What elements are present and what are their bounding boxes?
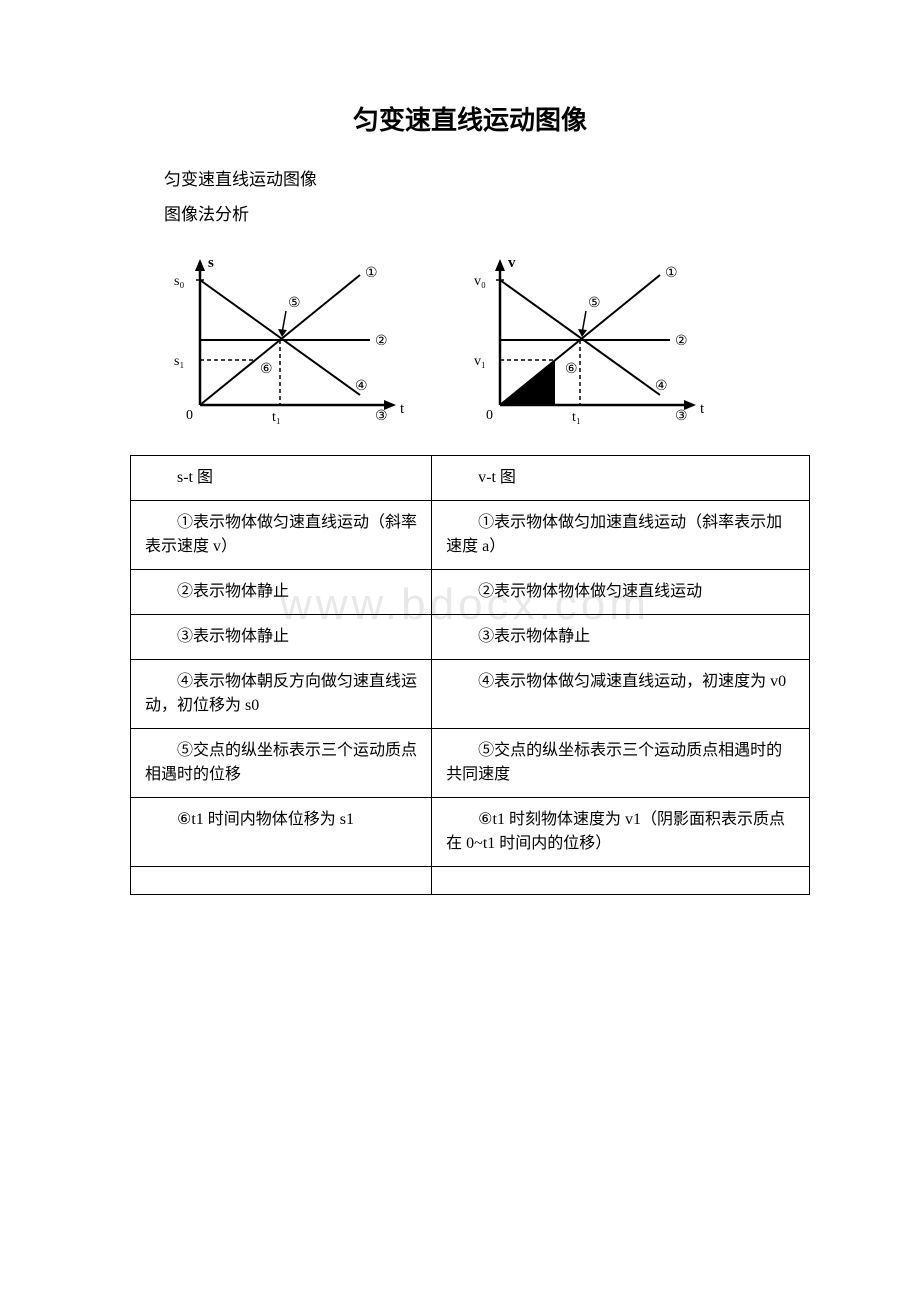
label-3: ③ xyxy=(675,409,688,424)
table-row: ⑥t1 时间内物体位移为 s1 ⑥t1 时刻物体速度为 v1（阴影面积表示质点在… xyxy=(131,798,810,867)
label-4: ④ xyxy=(655,379,668,394)
page-title: 匀变速直线运动图像 xyxy=(130,100,810,137)
y-top-label: v₀ xyxy=(474,274,486,289)
x-tick-label: t₁ xyxy=(572,410,581,425)
cell-l6: ⑥t1 时间内物体位移为 s1 xyxy=(131,798,432,867)
cell-r4: ④表示物体做匀减速直线运动，初速度为 v0 xyxy=(432,660,810,729)
label-1: ① xyxy=(365,266,378,281)
x-axis-label: t xyxy=(400,401,405,417)
label-5: ⑤ xyxy=(288,296,301,311)
table-header-row: s-t 图 v-t 图 xyxy=(131,456,810,501)
cell-l2: ②表示物体静止 xyxy=(131,570,432,615)
table-row: ⑤交点的纵坐标表示三个运动质点相遇时的位移 ⑤交点的纵坐标表示三个运动质点相遇时… xyxy=(131,729,810,798)
y-axis-label: v xyxy=(508,255,516,271)
cell-r5: ⑤交点的纵坐标表示三个运动质点相遇时的共同速度 xyxy=(432,729,810,798)
header-left: s-t 图 xyxy=(131,456,432,501)
label-3: ③ xyxy=(375,409,388,424)
origin-label: 0 xyxy=(186,408,193,423)
comparison-table: s-t 图 v-t 图 ①表示物体做匀速直线运动（斜率表示速度 v） ①表示物体… xyxy=(130,455,810,895)
cell-r6: ⑥t1 时刻物体速度为 v1（阴影面积表示质点在 0~t1 时间内的位移） xyxy=(432,798,810,867)
cell-l3: ③表示物体静止 xyxy=(131,615,432,660)
label-2: ② xyxy=(675,334,688,349)
table-row: ③表示物体静止 ③表示物体静止 xyxy=(131,615,810,660)
label-1: ① xyxy=(665,266,678,281)
table-row: ②表示物体静止 ②表示物体物体做匀速直线运动 xyxy=(131,570,810,615)
table-row: ④表示物体朝反方向做匀速直线运动，初位移为 s0 ④表示物体做匀减速直线运动，初… xyxy=(131,660,810,729)
x-axis-label: t xyxy=(700,401,705,417)
st-graph: s ① ② ③ ④ ⑤ ⑥ s₀ s₁ 0 t₁ t xyxy=(160,245,420,425)
empty-l xyxy=(131,867,432,895)
header-right: v-t 图 xyxy=(432,456,810,501)
diagram-row: s ① ② ③ ④ ⑤ ⑥ s₀ s₁ 0 t₁ t xyxy=(160,245,810,425)
cell-r2: ②表示物体物体做匀速直线运动 xyxy=(432,570,810,615)
cell-l1: ①表示物体做匀速直线运动（斜率表示速度 v） xyxy=(131,501,432,570)
subtitle-2: 图像法分析 xyxy=(130,200,810,225)
cell-r3: ③表示物体静止 xyxy=(432,615,810,660)
label-6: ⑥ xyxy=(565,362,578,377)
label-2: ② xyxy=(375,334,388,349)
label-5: ⑤ xyxy=(588,296,601,311)
vt-graph: v ① ② ③ ④ ⑤ ⑥ v₀ v₁ 0 t₁ t xyxy=(460,245,720,425)
cell-r1: ①表示物体做匀加速直线运动（斜率表示加速度 a） xyxy=(432,501,810,570)
x-tick-label: t₁ xyxy=(272,410,281,425)
y-top-label: s₀ xyxy=(174,274,184,289)
table-row: ①表示物体做匀速直线运动（斜率表示速度 v） ①表示物体做匀加速直线运动（斜率表… xyxy=(131,501,810,570)
subtitle-1: 匀变速直线运动图像 xyxy=(130,165,810,190)
origin-label: 0 xyxy=(486,408,493,423)
cell-l4: ④表示物体朝反方向做匀速直线运动，初位移为 s0 xyxy=(131,660,432,729)
cell-l5: ⑤交点的纵坐标表示三个运动质点相遇时的位移 xyxy=(131,729,432,798)
y-mid-label: s₁ xyxy=(174,354,184,369)
label-6: ⑥ xyxy=(260,362,273,377)
label-4: ④ xyxy=(355,379,368,394)
y-axis-label: s xyxy=(208,255,214,271)
y-mid-label: v₁ xyxy=(474,354,486,369)
table-row-empty xyxy=(131,867,810,895)
empty-r xyxy=(432,867,810,895)
